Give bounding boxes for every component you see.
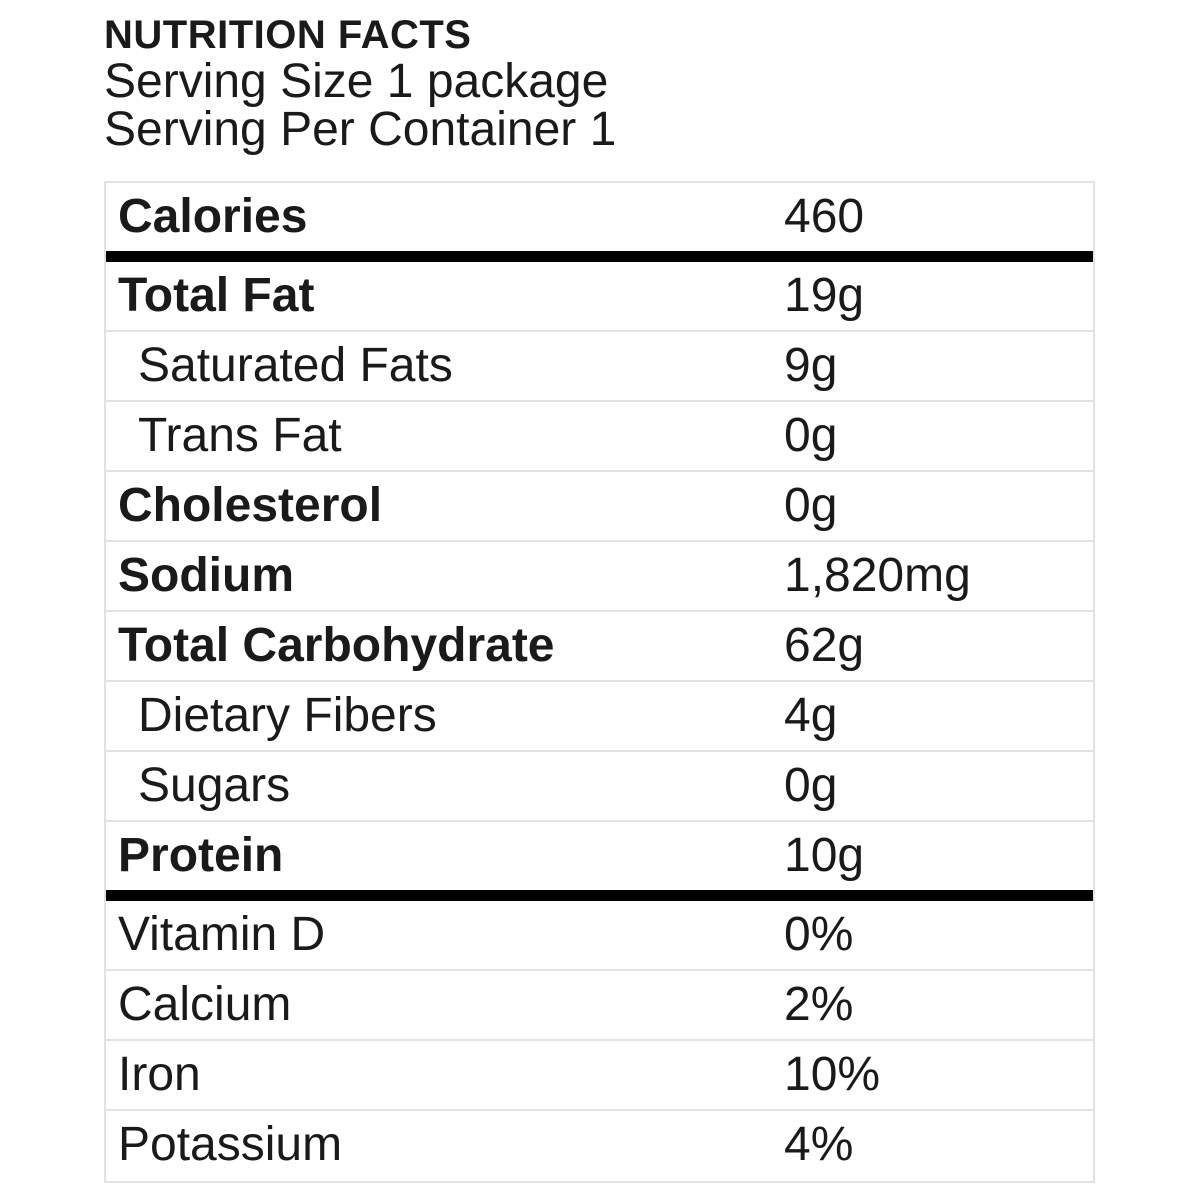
nutrient-label: Cholesterol <box>118 479 383 532</box>
vitamin-value: 4% <box>784 1118 854 1171</box>
vitamin-row: Potassium 4% <box>106 1111 1093 1181</box>
nutrient-value: 460 <box>784 190 865 243</box>
nutrient-row: Dietary Fibers 4g <box>106 682 1093 752</box>
nutrient-label: Total Carbohydrate <box>118 619 555 672</box>
nutrition-header: NUTRITION FACTS Serving Size 1 package S… <box>104 12 1104 154</box>
nutrient-row: Saturated Fats 9g <box>106 332 1093 402</box>
nutrient-label: Trans Fat <box>138 409 342 462</box>
nutrient-row: Calories 460 <box>106 183 1093 262</box>
vitamin-value: 10% <box>784 1048 881 1101</box>
servings-per-container: Serving Per Container 1 <box>104 103 617 156</box>
nutrient-row: Sodium 1,820mg <box>106 542 1093 612</box>
vitamin-label: Calcium <box>118 978 292 1031</box>
vitamin-row: Calcium 2% <box>106 971 1093 1041</box>
nutrient-value: 0g <box>784 759 838 812</box>
nutrient-row: Total Fat 19g <box>106 262 1093 332</box>
vitamin-label: Potassium <box>118 1118 343 1171</box>
vitamin-label: Vitamin D <box>118 908 326 961</box>
nutrient-label: Dietary Fibers <box>138 689 437 742</box>
nutrient-row: Sugars 0g <box>106 752 1093 822</box>
nutrient-row: Total Carbohydrate 62g <box>106 612 1093 682</box>
nutrient-value: 1,820mg <box>784 549 971 602</box>
nutrient-value: 9g <box>784 339 838 392</box>
serving-size: Serving Size 1 package <box>104 55 609 108</box>
nutrient-value: 0g <box>784 409 838 462</box>
nutrient-value: 19g <box>784 269 865 322</box>
label-title: NUTRITION FACTS <box>104 13 472 57</box>
vitamin-value: 0% <box>784 908 854 961</box>
vitamin-label: Iron <box>118 1048 201 1101</box>
nutrient-label: Sugars <box>138 759 291 812</box>
nutrient-row: Trans Fat 0g <box>106 402 1093 472</box>
vitamin-value: 2% <box>784 978 854 1031</box>
nutrient-label: Sodium <box>118 549 294 602</box>
nutrient-value: 62g <box>784 619 865 672</box>
nutrient-label: Total Fat <box>118 269 315 322</box>
nutrient-row: Protein 10g <box>106 822 1093 901</box>
nutrient-label: Calories <box>118 190 308 243</box>
nutrition-table: Calories 460 Total Fat 19g Saturated Fat… <box>104 181 1095 1183</box>
nutrient-label: Saturated Fats <box>138 339 453 392</box>
vitamin-row: Vitamin D 0% <box>106 901 1093 971</box>
nutrient-value: 0g <box>784 479 838 532</box>
nutrient-value: 10g <box>784 829 865 882</box>
vitamin-row: Iron 10% <box>106 1041 1093 1111</box>
nutrient-row: Cholesterol 0g <box>106 472 1093 542</box>
nutrient-label: Protein <box>118 829 284 882</box>
nutrient-value: 4g <box>784 689 838 742</box>
